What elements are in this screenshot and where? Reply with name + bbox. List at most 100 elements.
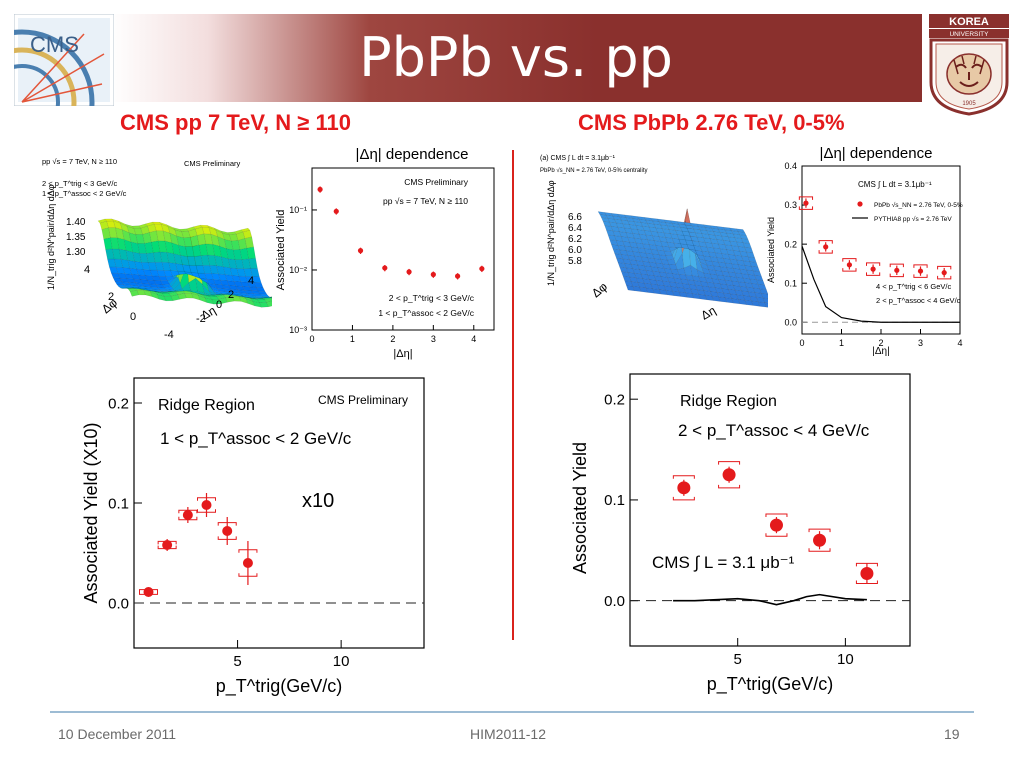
surface-cell <box>747 256 757 263</box>
y-tick-label: 0.1 <box>108 495 129 512</box>
surface-cell <box>761 293 768 299</box>
systematic-bracket <box>197 497 216 501</box>
data-point <box>941 270 947 276</box>
surface-right-z-tick-2: 6.4 <box>568 223 582 234</box>
systematic-bracket <box>818 250 833 254</box>
data-point <box>870 266 876 272</box>
slide-title: PbPb vs. pp <box>359 26 673 89</box>
systematic-bracket <box>937 275 952 280</box>
pbpb-eta-condition-2: 2 < p_T^assoc < 4 GeV/c <box>876 296 961 305</box>
surface-left-phi-tick-3: 0 <box>130 311 136 323</box>
surface-right-z-tick-5: 5.8 <box>568 256 582 267</box>
systematic-bracket <box>913 274 928 278</box>
pbpb-surface-mesh <box>597 208 768 308</box>
surface-cell <box>742 242 752 249</box>
surface-cell <box>257 290 268 295</box>
y-tick-label: 0.2 <box>784 239 797 249</box>
footer-divider <box>50 711 974 713</box>
systematic-bracket <box>672 496 695 501</box>
systematic-bracket <box>818 240 833 244</box>
systematic-bracket <box>808 528 831 533</box>
pp-ridge-ylabel: Associated Yield (X10) <box>81 422 101 603</box>
systematic-bracket <box>937 265 952 270</box>
y-tick-label: 0.0 <box>784 317 797 327</box>
systematic-bracket <box>842 268 857 272</box>
surface-cell <box>737 231 747 236</box>
systematic-bracket <box>866 262 881 266</box>
surface-cell <box>736 228 745 233</box>
x-tick-label: 3 <box>918 338 923 348</box>
systematic-bracket <box>765 513 788 518</box>
pbpb-eta-legend-marker <box>857 201 863 207</box>
data-point <box>823 244 829 250</box>
data-point <box>201 500 212 510</box>
systematic-bracket <box>672 475 695 479</box>
x-tick-label: 1 <box>839 338 844 348</box>
systematic-bracket <box>855 580 878 585</box>
pp-ridge-frame <box>133 377 425 649</box>
systematic-bracket <box>866 272 881 276</box>
surface-cell <box>254 282 264 288</box>
pp-ridge-xlabel: p_T^trig(GeV/c) <box>216 676 342 697</box>
x-tick-label: 4 <box>957 338 962 348</box>
pp-ridge-multiplier: x10 <box>302 490 334 512</box>
left-header: CMS pp 7 TeV, N ≥ 110 <box>120 110 351 135</box>
surface-left-phi-tick-1: 4 <box>84 264 90 276</box>
pbpb-ridge-xlabel: p_T^trig(GeV/c) <box>707 674 833 695</box>
pythia-curve <box>673 593 867 606</box>
x-tick-label: 2 <box>878 338 883 348</box>
data-point <box>143 587 154 597</box>
surface-cell <box>746 251 755 258</box>
data-point <box>317 186 323 193</box>
systematic-bracket <box>855 562 878 567</box>
surface-right-info-1: (a) CMS ∫ L dt = 3.1μb⁻¹ <box>540 155 616 162</box>
footer-date: 10 December 2011 <box>58 726 177 742</box>
surface-cell <box>751 266 760 272</box>
surface-left-eta-label: Δη <box>199 303 219 322</box>
data-point <box>917 268 924 274</box>
surface-left-info-2: 2 < p_T^trig < 3 GeV/c <box>42 179 117 188</box>
y-tick-label: 0.2 <box>108 395 129 412</box>
surface-left-eta-tick-2: -2 <box>196 313 206 325</box>
systematic-bracket <box>808 548 831 552</box>
pbpb-eta-legend-2: PYTHIA8 pp √s = 2.76 TeV <box>874 215 952 223</box>
systematic-bracket <box>238 573 258 577</box>
x-tick-label: 0 <box>309 334 314 344</box>
pbpb-ridge-yield-chart: Ridge Region 2 < p_T^assoc < 4 GeV/c CMS… <box>570 373 911 695</box>
y-tick-label: 0.1 <box>784 278 797 288</box>
data-point <box>430 271 436 278</box>
pbpb-ridge-title: Ridge Region <box>680 393 777 410</box>
logo-year-text: 1905 <box>962 101 976 107</box>
y-tick-label: 0.1 <box>604 492 625 509</box>
pp-ridge-annotation: 1 < p_T^assoc < 2 GeV/c <box>160 429 352 448</box>
pbpb-eta-legend-1: PbPb √s_NN = 2.76 TeV, 0-5% <box>874 201 963 209</box>
pbpb-eta-annotation: CMS ∫ L dt = 3.1μb⁻¹ <box>858 180 932 189</box>
data-point <box>455 273 461 279</box>
systematic-bracket <box>798 196 814 200</box>
data-point <box>813 533 827 547</box>
y-tick-label: 0.2 <box>604 391 625 408</box>
surface-left-eta-tick-4: 2 <box>228 289 234 301</box>
surface-cell <box>266 300 272 308</box>
systematic-bracket <box>217 536 237 540</box>
data-point <box>846 262 852 268</box>
surface-left-info-3: 1 < p_T^assoc < 2 GeV/c <box>42 189 127 198</box>
pbpb-correlation-surface: (a) CMS ∫ L dt = 3.1μb⁻¹ PbPb √s_NN = 2.… <box>540 155 768 323</box>
data-point <box>333 208 339 214</box>
cms-logo: CMS <box>14 14 114 106</box>
data-point <box>769 518 783 532</box>
x-tick-label: 5 <box>233 653 241 670</box>
surface-cell <box>762 297 768 304</box>
pbpb-eta-xlabel: |Δη| <box>872 346 889 357</box>
pp-eta-preliminary: CMS Preliminary <box>404 177 469 187</box>
pp-eta-frame <box>311 167 495 331</box>
y-tick-label: 10⁻³ <box>289 325 307 335</box>
x-tick-label: 10 <box>333 653 350 670</box>
systematic-bracket <box>197 509 216 513</box>
surface-left-z-tick-1: 1.40 <box>66 217 86 228</box>
surface-cell <box>261 296 271 298</box>
surface-cell <box>756 279 765 286</box>
surface-cell <box>248 258 258 269</box>
surface-left-info-1: pp √s = 7 TeV, N ≥ 110 <box>42 157 117 166</box>
surface-cell <box>256 287 266 292</box>
